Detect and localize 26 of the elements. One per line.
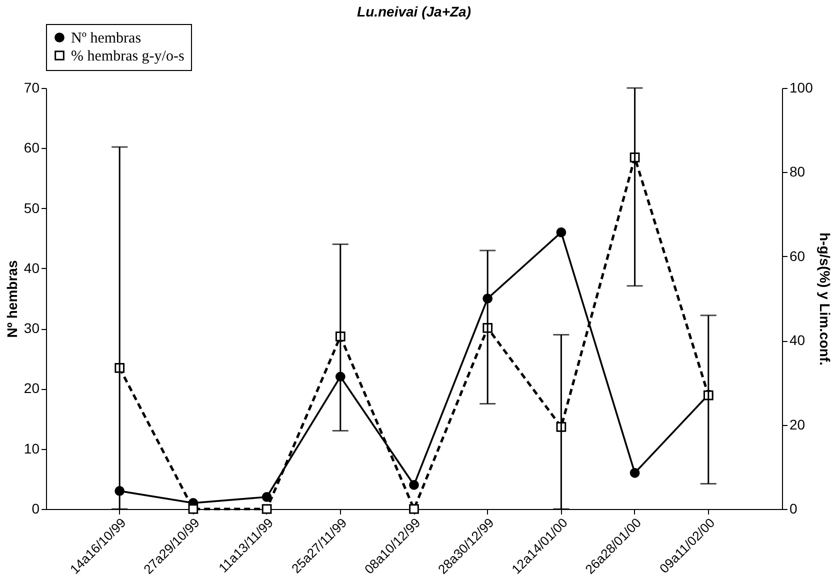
point	[556, 227, 566, 238]
y-tick-label: 0	[32, 500, 40, 516]
y-tick-label: 20	[24, 380, 40, 396]
y2-tick-label: 20	[790, 416, 806, 432]
y2-tick-label: 80	[790, 164, 806, 180]
y2-tick-label: 40	[790, 332, 806, 348]
y-tick-label: 10	[24, 440, 40, 456]
y2-tick-label: 100	[790, 80, 814, 96]
point	[409, 504, 419, 514]
legend-label: % hembras g-y/o-s	[71, 48, 184, 64]
y-tick-label: 50	[24, 200, 40, 216]
y2-tick-label: 60	[790, 248, 806, 264]
y-tick-label: 40	[24, 260, 40, 276]
point	[188, 504, 198, 514]
point	[262, 504, 272, 514]
chart-title: Lu.neivai (Ja+Za)	[357, 4, 472, 20]
y-axis-title: Nº hembras	[4, 260, 20, 338]
legend-label: Nº hembras	[71, 30, 142, 46]
y2-axis-title: h-g/s(%) y Lim.conf.	[816, 232, 833, 366]
point	[630, 468, 640, 478]
y2-tick-label: 0	[790, 500, 798, 516]
point	[409, 480, 419, 490]
y-tick-label: 30	[24, 320, 40, 336]
point	[262, 492, 272, 502]
y-tick-label: 60	[24, 140, 40, 156]
y-tick-label: 70	[24, 80, 40, 96]
